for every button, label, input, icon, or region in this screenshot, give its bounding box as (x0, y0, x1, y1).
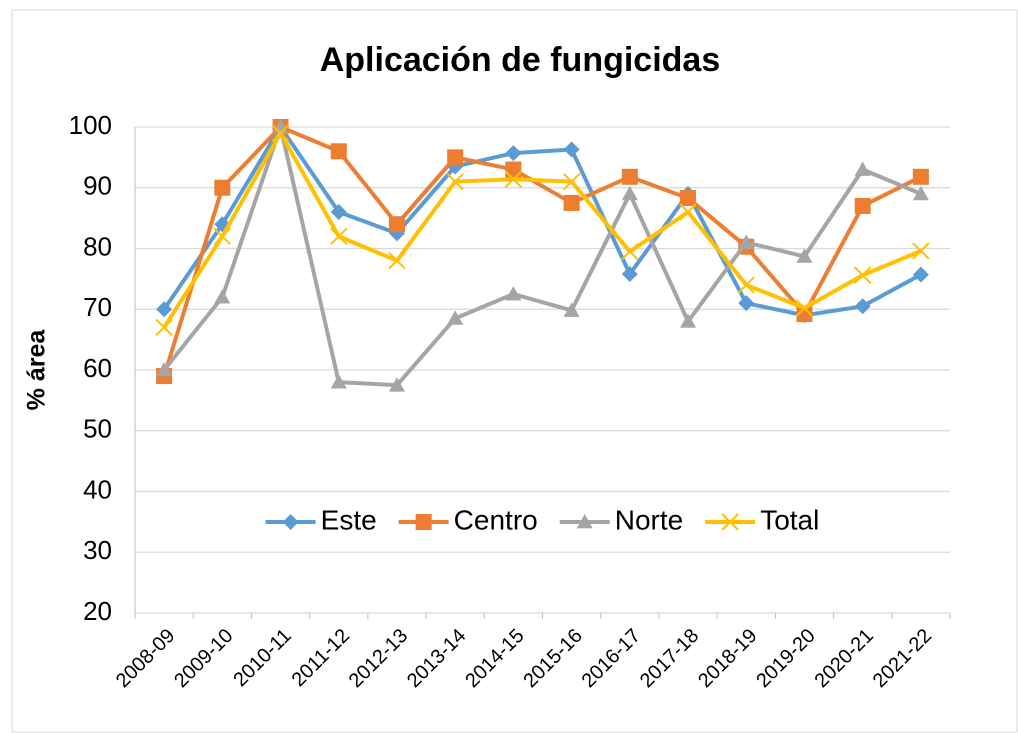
data-point (563, 194, 580, 211)
legend-label: Total (760, 504, 819, 535)
legend-marker (415, 514, 432, 530)
data-point (330, 227, 348, 246)
data-point (330, 374, 347, 389)
data-point (854, 197, 871, 214)
data-point (563, 141, 580, 158)
legend-marker (282, 514, 299, 530)
y-tick-label: 40 (83, 474, 112, 504)
data-point (738, 295, 755, 312)
legend-label: Centro (454, 504, 538, 535)
data-point (156, 362, 173, 377)
data-point (505, 145, 522, 162)
data-point (680, 190, 697, 207)
data-point (795, 299, 814, 317)
legend-item: Norte (559, 504, 683, 535)
y-axis-label: % área (23, 329, 51, 411)
data-point (621, 242, 639, 261)
data-point (505, 161, 522, 178)
data-point (504, 170, 523, 188)
chart-frame (11, 9, 1018, 733)
series-line (162, 125, 922, 318)
data-point (912, 185, 929, 201)
data-point (738, 234, 755, 249)
data-point (155, 318, 173, 337)
y-tick-label: 30 (83, 535, 112, 565)
data-point (447, 310, 464, 325)
data-point (388, 216, 405, 233)
series-line (162, 131, 922, 329)
y-tick-label: 50 (83, 414, 112, 444)
data-point (853, 266, 872, 284)
data-point (447, 149, 464, 166)
data-point (621, 185, 638, 201)
data-point (737, 276, 755, 294)
data-point (388, 251, 406, 270)
data-point (213, 227, 232, 246)
data-point (562, 172, 581, 191)
legend-label: Este (321, 504, 377, 535)
series-line (162, 125, 922, 388)
data-point (854, 298, 871, 315)
chart-title: Aplicación de fungicidas (320, 41, 721, 79)
data-point (388, 377, 405, 392)
y-tick-label: 100 (69, 110, 112, 140)
data-point (912, 168, 929, 185)
data-point (214, 289, 231, 304)
data-point (446, 172, 464, 191)
data-point (330, 143, 347, 160)
data-point (271, 124, 290, 142)
data-point (156, 301, 173, 318)
legend-item: Este (265, 504, 377, 535)
legend-marker (576, 514, 593, 529)
y-tick-label: 20 (83, 596, 112, 626)
y-tick-label: 80 (83, 231, 112, 261)
data-point (912, 242, 930, 260)
y-tick-label: 60 (83, 353, 112, 383)
data-point (621, 168, 638, 185)
data-point (796, 248, 813, 263)
data-point (330, 204, 347, 221)
data-point (621, 266, 638, 283)
legend-item: Total (705, 504, 819, 535)
data-point (505, 286, 522, 301)
legend-item: Centro (398, 504, 538, 535)
y-tick-label: 90 (83, 171, 112, 201)
y-tick-label: 70 (83, 292, 112, 322)
data-point (214, 179, 231, 196)
data-point (680, 313, 697, 328)
legend-marker (721, 513, 739, 531)
data-point (796, 306, 813, 323)
data-point (912, 266, 929, 283)
data-point (563, 302, 580, 317)
legend-label: Norte (615, 504, 683, 535)
data-point (679, 203, 697, 221)
data-point (854, 161, 871, 176)
